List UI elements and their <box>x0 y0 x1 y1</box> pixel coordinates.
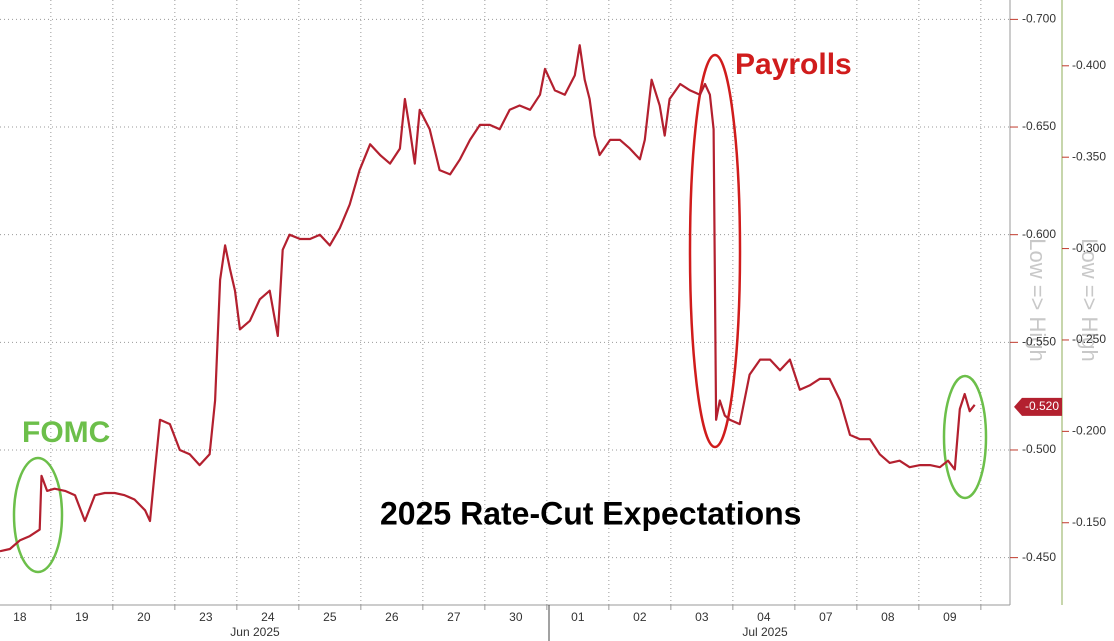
axis-title: Low => High <box>1077 238 1102 362</box>
x-tick-label: 26 <box>385 610 399 624</box>
axis-title: Low => High <box>1025 238 1050 362</box>
y2-tick-label: -0.400 <box>1072 58 1106 72</box>
y-tick-label: -0.650 <box>1022 119 1056 133</box>
y-tick-label: -0.600 <box>1022 227 1056 241</box>
month-label: Jul 2025 <box>742 625 788 639</box>
annotation: FOMC <box>22 416 110 449</box>
x-tick-label: 02 <box>633 610 647 624</box>
annotation: Payrolls <box>735 48 852 81</box>
annotation-ellipse <box>688 53 742 449</box>
annotation-ellipse <box>942 374 988 500</box>
month-label: Jun 2025 <box>230 625 280 639</box>
x-tick-label: 08 <box>881 610 895 624</box>
last-value-label: -0.520 <box>1025 399 1059 413</box>
annotation-ellipse <box>12 456 64 574</box>
y2-tick-label: -0.250 <box>1072 332 1106 346</box>
x-tick-label: 20 <box>137 610 151 624</box>
x-tick-label: 19 <box>75 610 89 624</box>
line-series <box>0 44 976 553</box>
x-tick-label: 01 <box>571 610 585 624</box>
chart-title: 2025 Rate-Cut Expectations <box>380 495 801 531</box>
y-tick-label: -0.550 <box>1022 335 1056 349</box>
x-tick-label: 09 <box>943 610 957 624</box>
y-tick-label: -0.450 <box>1022 550 1056 564</box>
y2-tick-label: -0.300 <box>1072 241 1106 255</box>
x-tick-label: 27 <box>447 610 461 624</box>
y-tick-label: -0.700 <box>1022 12 1056 26</box>
grid <box>0 0 1010 605</box>
x-tick-label: 30 <box>509 610 523 624</box>
x-tick-label: 18 <box>13 610 27 624</box>
y2-tick-label: -0.150 <box>1072 515 1106 529</box>
last-value-box <box>1014 397 1062 416</box>
y2-tick-label: -0.200 <box>1072 424 1106 438</box>
x-tick-label: 25 <box>323 610 337 624</box>
y-tick-label: -0.500 <box>1022 442 1056 456</box>
x-tick-label: 07 <box>819 610 833 624</box>
x-tick-label: 23 <box>199 610 213 624</box>
y2-tick-label: -0.350 <box>1072 149 1106 163</box>
x-tick-label: 03 <box>695 610 709 624</box>
x-tick-label: 24 <box>261 610 275 624</box>
x-tick-label: 04 <box>757 610 771 624</box>
